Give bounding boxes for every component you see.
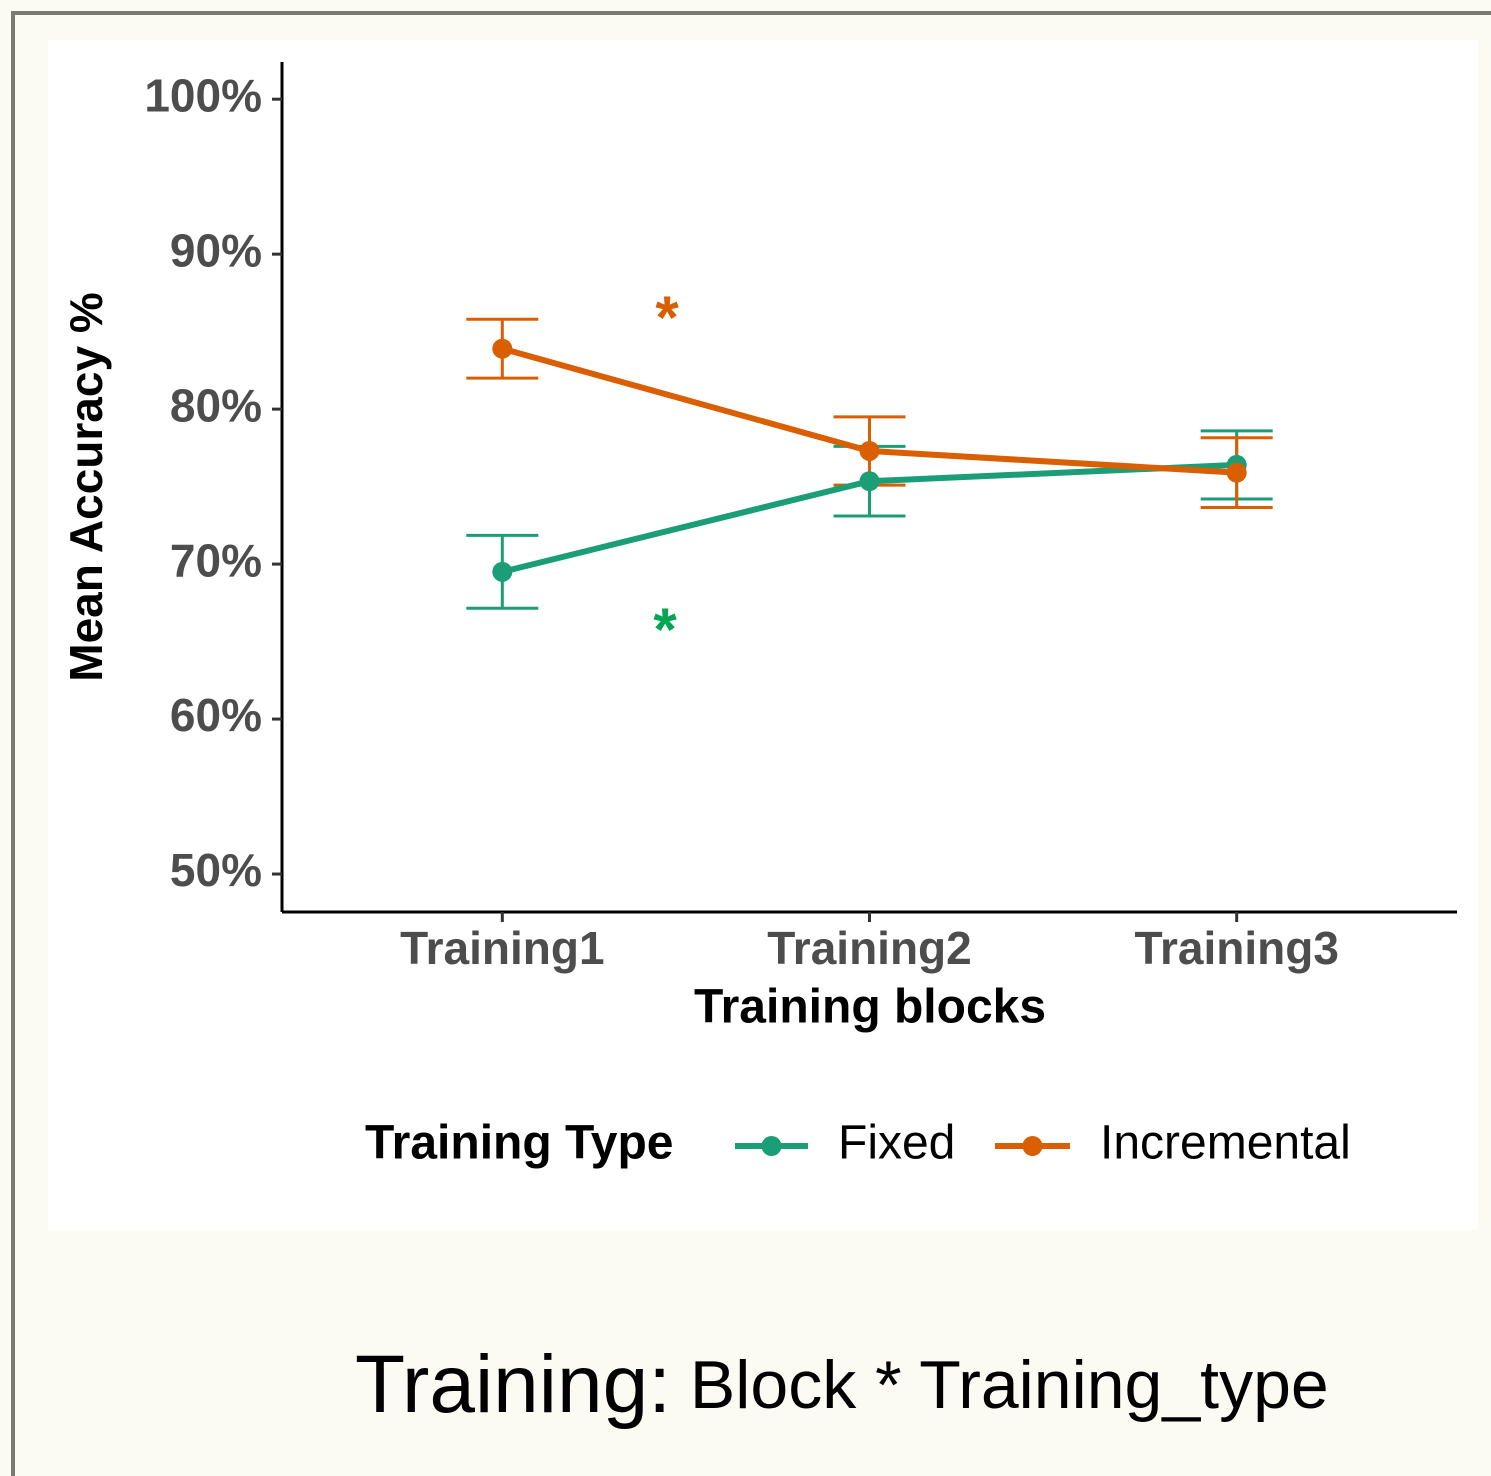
legend-dot: [1022, 1136, 1043, 1156]
data-point: [859, 471, 880, 492]
caption: Training: Block * Training_type: [355, 1339, 1329, 1430]
significance-marker: *: [655, 284, 679, 351]
legend-label: Fixed: [838, 1117, 955, 1170]
caption-rest: Block * Training_type: [690, 1347, 1329, 1423]
data-point: [859, 440, 880, 461]
y-tick-label: 70%: [170, 534, 262, 586]
chart-area: [48, 40, 1478, 1230]
data-point: [1226, 462, 1247, 483]
y-tick-label: 90%: [170, 224, 262, 276]
y-tick-label: 80%: [170, 379, 262, 431]
y-tick-label: 100%: [144, 69, 262, 121]
data-point: [492, 561, 513, 582]
data-point: [492, 338, 513, 359]
y-tick-label: 60%: [170, 689, 262, 741]
y-tick-label: 50%: [170, 844, 262, 896]
significance-marker: *: [653, 596, 677, 663]
legend-title: Training Type: [365, 1117, 673, 1170]
x-tick-label: Training1: [400, 922, 604, 974]
x-tick-label: Training3: [1134, 922, 1338, 974]
x-axis-title: Training blocks: [694, 981, 1046, 1034]
legend-dot: [761, 1136, 782, 1156]
legend-label: Incremental: [1100, 1117, 1351, 1170]
y-axis-title: Mean Accuracy %: [60, 292, 112, 681]
caption-lead: Training:: [355, 1339, 671, 1430]
x-tick-label: Training2: [767, 922, 971, 974]
